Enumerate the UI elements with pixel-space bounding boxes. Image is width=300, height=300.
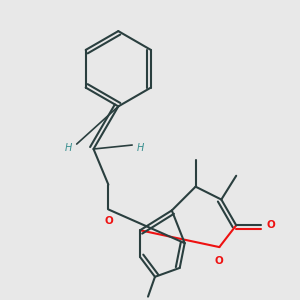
Text: H: H xyxy=(65,143,72,153)
Text: O: O xyxy=(104,216,113,226)
Text: H: H xyxy=(136,143,144,153)
Text: O: O xyxy=(215,256,224,266)
Text: O: O xyxy=(266,220,275,230)
